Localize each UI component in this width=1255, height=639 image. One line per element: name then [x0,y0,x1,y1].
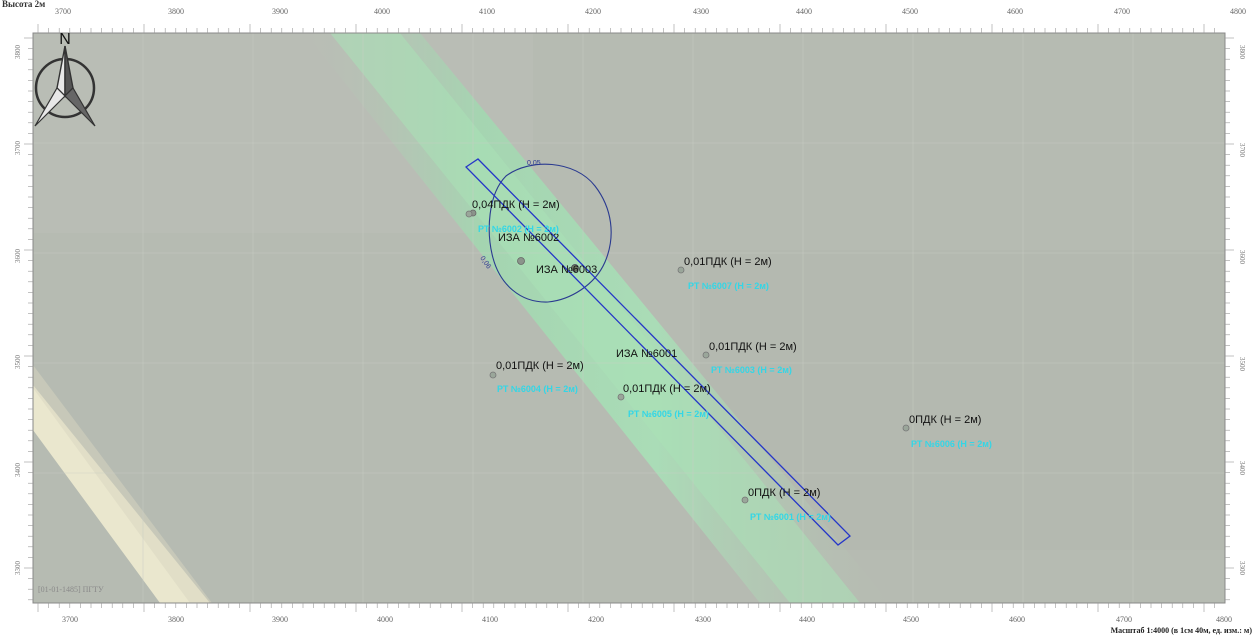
x-tick-label: 4500 [902,7,918,16]
x-tick-label: 4100 [479,7,495,16]
rt-label: РТ №6005 (H = 2м) [628,409,709,419]
receptor-marker [902,424,910,432]
y-tick-label: 3300 [14,561,22,576]
pdk-label: 0,04ПДК (H = 2м) [472,199,560,211]
y-tick-label: 3500 [14,355,22,370]
source-label: ИЗА №6003 [536,264,597,276]
ruler-ticks [24,24,1234,612]
receptor-marker [489,371,497,379]
map-title: Высота 2м [2,0,46,9]
x-tick-label: 3700 [62,615,78,624]
source-rectangle [464,158,851,546]
scale-text: Масштаб 1:4000 (в 1см 40м, ед. изм.: м) [1110,626,1252,635]
rt-label: РТ №6002 (H = 2м) [478,224,559,234]
pdk-label: 0,01ПДК (H = 2м) [496,360,584,372]
x-tick-label: 4000 [377,615,393,624]
pdk-label: 0ПДК (H = 2м) [748,487,820,499]
x-tick-label: 4800 [1216,615,1232,624]
y-tick-label: 3400 [14,463,22,478]
x-tick-label: 3800 [168,615,184,624]
source-markers [469,209,579,272]
x-tick-label: 4400 [799,615,815,624]
y-tick-label: 3500 [1238,357,1246,372]
pdk-label: 0,01ПДК (H = 2м) [709,341,797,353]
x-axis-bottom: 3700 3800 3900 4000 4100 4200 4300 4400 … [62,615,1232,624]
rt-label: РТ №6003 (H = 2м) [711,365,792,375]
x-tick-label: 4400 [796,7,812,16]
y-tick-label: 3700 [14,141,22,156]
x-tick-label: 4300 [693,7,709,16]
x-tick-label: 3900 [272,7,288,16]
pdk-label: 0,01ПДК (H = 2м) [684,256,772,268]
x-tick-label: 4100 [482,615,498,624]
contour-label: 0,05 [527,160,541,167]
receptor-marker [677,266,685,274]
grid-lines [33,33,1225,603]
org-stamp: [01-01-1485] ПГТУ [38,585,104,594]
y-tick-label: 3600 [14,249,22,264]
rt-label: РТ №6007 (H = 2м) [688,281,769,291]
x-tick-label: 4600 [1009,615,1025,624]
x-tick-label: 4800 [1230,7,1246,16]
x-tick-label: 3900 [272,615,288,624]
y-axis-left: 3800 3700 3600 3500 3400 3300 [14,45,22,576]
source-label: ИЗА №6001 [616,348,677,360]
receptor-marker [617,393,625,401]
y-tick-label: 3700 [1238,143,1246,158]
rt-label: РТ №6001 (H = 2м) [750,512,831,522]
north-arrow-icon: N [34,31,96,127]
y-tick-label: 3600 [1238,250,1246,265]
receptor-points: 0,04ПДК (H = 2м) РТ №6002 (H = 2м) 0,01П… [465,199,992,522]
rt-label: РТ №6004 (H = 2м) [497,384,578,394]
y-tick-label: 3800 [14,45,22,60]
receptor-marker [741,496,749,504]
y-tick-label: 3800 [1238,45,1246,60]
source-label: ИЗА №6002 [498,232,559,244]
x-tick-label: 4300 [695,615,711,624]
north-label: N [59,31,71,48]
pdk-label: 0,01ПДК (H = 2м) [623,383,711,395]
x-tick-label: 4200 [585,7,601,16]
pdk-label: 0ПДК (H = 2м) [909,414,981,426]
rt-label: РТ №6006 (H = 2м) [911,439,992,449]
x-tick-label: 4200 [588,615,604,624]
source-marker [517,257,525,265]
x-tick-label: 3800 [168,7,184,16]
map-area [33,33,1225,603]
x-axis-top: 3700 3800 3900 4000 4100 4200 4300 4400 … [55,7,1246,16]
receptor-marker [465,210,473,218]
y-axis-right: 3800 3700 3600 3500 3400 3300 [1238,45,1246,576]
source-marker [571,264,579,272]
y-tick-label: 3400 [1238,461,1246,476]
x-tick-label: 4700 [1114,7,1130,16]
x-tick-label: 4700 [1116,615,1132,624]
y-tick-label: 3300 [1238,561,1246,576]
x-tick-label: 4000 [374,7,390,16]
x-tick-label: 3700 [55,7,71,16]
x-tick-label: 4500 [903,615,919,624]
x-tick-label: 4600 [1007,7,1023,16]
receptor-marker [702,351,710,359]
